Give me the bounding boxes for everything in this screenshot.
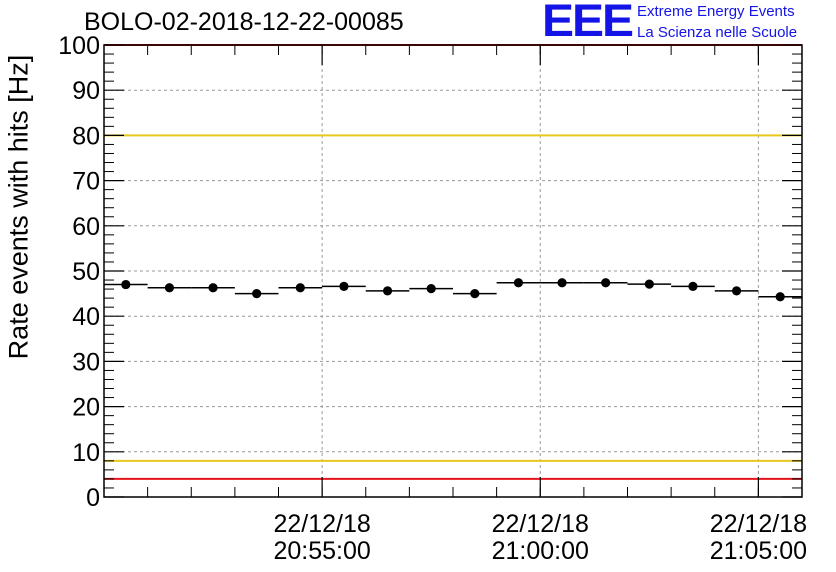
- x-tick-label-date: 22/12/18: [710, 510, 807, 538]
- y-tick-label: 40: [72, 303, 100, 331]
- reference-lines: [104, 44, 802, 480]
- x-tick-label-time: 20:55:00: [273, 537, 370, 565]
- y-tick-label: 0: [86, 484, 100, 512]
- data-point: [339, 281, 349, 291]
- data-point: [557, 278, 567, 288]
- data-point: [601, 278, 611, 288]
- data-point: [688, 281, 698, 291]
- y-tick-label: 80: [72, 122, 100, 150]
- data-point: [775, 292, 785, 302]
- data-point: [644, 279, 654, 289]
- data-point: [121, 279, 131, 290]
- y-tick-label: 70: [72, 168, 100, 196]
- y-tick-label: 10: [72, 439, 100, 467]
- y-tick-label: 20: [72, 394, 100, 422]
- data-points: [104, 278, 802, 302]
- x-tick-label-date: 22/12/18: [492, 510, 589, 538]
- x-tick-labels: 22/12/1820:55:0022/12/1821:00:0022/12/18…: [273, 510, 807, 565]
- y-tick-label: 60: [72, 213, 100, 241]
- data-point: [208, 283, 218, 293]
- data-point: [513, 278, 524, 288]
- data-point: [295, 283, 305, 293]
- y-tick-label: 50: [72, 258, 100, 286]
- logo-text-line2: La Scienza nelle Scuole: [637, 24, 798, 41]
- y-tick-label: 30: [72, 348, 100, 376]
- data-point: [382, 286, 393, 296]
- data-point: [731, 286, 742, 296]
- logo-text-line1: Extreme Energy Events: [637, 3, 795, 20]
- data-point: [470, 289, 480, 299]
- y-tick-labels: 0 10 20 30 40 50 60 70 80 90 100: [58, 32, 100, 512]
- data-point: [164, 283, 175, 293]
- axis-ticks: [103, 44, 803, 498]
- x-tick-label-date: 22/12/18: [273, 510, 370, 538]
- eee-logo: EEE: [542, 0, 634, 47]
- y-tick-label: 90: [72, 77, 100, 105]
- grid-lines: [104, 45, 802, 497]
- data-point: [426, 284, 436, 294]
- x-tick-label-time: 21:00:00: [492, 537, 589, 565]
- data-point: [252, 289, 262, 299]
- chart-title: BOLO-02-2018-12-22-00085: [84, 8, 404, 36]
- y-tick-label: 100: [58, 32, 100, 60]
- x-tick-label-time: 21:05:00: [710, 537, 807, 565]
